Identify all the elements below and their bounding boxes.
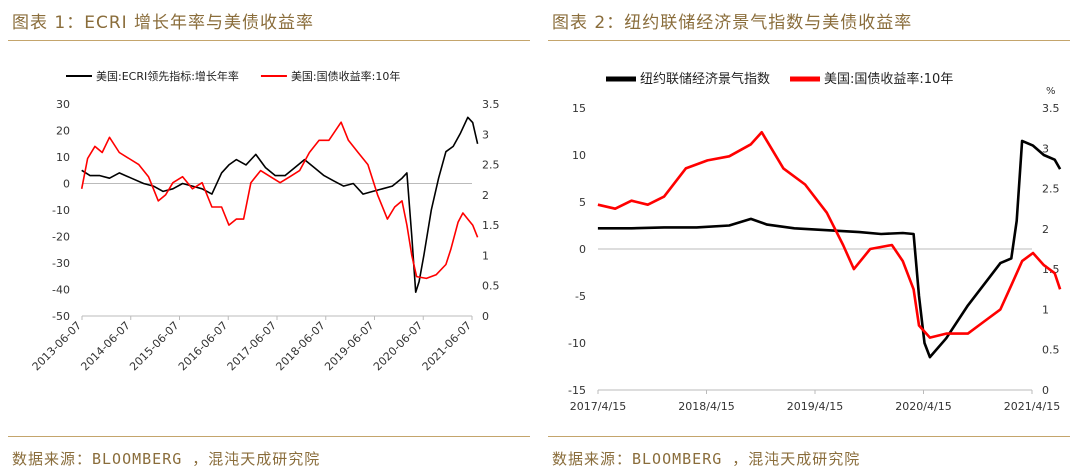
- x-tick-label: 2020-06-07: [371, 319, 425, 373]
- x-tick-label: 2018/4/15: [678, 400, 734, 413]
- x-tick-label: 2016-06-07: [176, 319, 230, 373]
- y-tick-label-left: 10: [572, 149, 586, 162]
- right-axis-unit: %: [1046, 86, 1056, 97]
- title-divider: [548, 40, 1070, 41]
- ecri-chart: 30 20 10 0 -10 -20 -30 -40 -50 3.5 3 2.5 2 1.5 1 0.5 0 20…: [30, 69, 500, 373]
- series-line-black: [597, 139, 1062, 359]
- y-tick-label-right: 2.5: [1042, 183, 1060, 196]
- y-tick-label-left: 20: [56, 125, 70, 138]
- y-tick-label-left: -40: [52, 284, 70, 297]
- chart-panel-2: 图表 2：纽约联储经济景气指数与美债收益率 15 10 5 0 -5 -10 -15 3.5 3…: [540, 0, 1080, 475]
- ny-fed-chart: 151050-5-10-153.532.521.510.50%2017/4/15…: [568, 71, 1062, 413]
- y-tick-label-left: -20: [52, 231, 70, 244]
- data-source: 数据来源：BLOOMBERG ，混沌天成研究院: [12, 450, 321, 468]
- y-tick-label-right: 1: [1042, 303, 1049, 316]
- x-tick-label: 2017-06-07: [225, 319, 279, 373]
- x-tick-label: 2019-06-07: [322, 319, 376, 373]
- y-tick-label-right: 3: [1042, 142, 1049, 155]
- y-tick-label-left: -10: [52, 204, 70, 217]
- y-tick-label-left: -30: [52, 257, 70, 270]
- x-tick-label: 2014-06-07: [78, 319, 132, 373]
- x-tick-label: 2013-06-07: [30, 319, 84, 373]
- legend-label: 美国:ECRI领先指标:增长年率: [96, 69, 239, 83]
- y-tick-label-right: 1.5: [482, 219, 500, 232]
- y-tick-label-left: -15: [568, 384, 586, 397]
- series-line-black: [81, 116, 479, 293]
- x-tick-label: 2017/4/15: [570, 400, 626, 413]
- chart-title: 图表 1：ECRI 增长年率与美债收益率: [12, 13, 315, 33]
- y-tick-label-right: 2: [482, 189, 489, 202]
- legend-label: 美国:国债收益率:10年: [824, 71, 953, 87]
- y-tick-label-right: 1: [482, 249, 489, 262]
- x-tick-label: 2021-06-07: [420, 319, 474, 373]
- chart-panel-1: 图表 1：ECRI 增长年率与美债收益率 30 20 10 0 -10 -20 -30 -40…: [8, 13, 530, 468]
- x-tick-label: 2020/4/15: [895, 400, 951, 413]
- y-tick-label-left: -10: [568, 337, 586, 350]
- source-divider: [8, 436, 530, 437]
- y-tick-label-left: 0: [579, 243, 586, 256]
- x-tick-label: 2015-06-07: [127, 319, 181, 373]
- y-tick-label-right: 0: [1042, 384, 1049, 397]
- x-tick-label: 2021/4/15: [1004, 400, 1060, 413]
- series-line-red: [597, 130, 1062, 339]
- x-tick-label: 2019/4/15: [787, 400, 843, 413]
- y-tick-label-right: 3.5: [482, 98, 500, 111]
- chart-title: 图表 2：纽约联储经济景气指数与美债收益率: [552, 13, 913, 33]
- y-tick-label-right: 0.5: [1042, 344, 1060, 357]
- y-tick-label-left: -5: [575, 290, 586, 303]
- legend-label: 美国:国债收益率:10年: [291, 69, 400, 83]
- y-tick-label-left: 5: [579, 196, 586, 209]
- y-tick-label-left: 15: [572, 102, 586, 115]
- series-line-red: [80, 121, 479, 280]
- y-tick-label-left: 0: [63, 178, 70, 191]
- legend-label: 纽约联储经济景气指数: [640, 71, 770, 87]
- y-tick-label-right: 0: [482, 310, 489, 323]
- y-tick-label-right: 3.5: [1042, 102, 1060, 115]
- y-tick-label-right: 2: [1042, 223, 1049, 236]
- y-tick-label-right: 3: [482, 128, 489, 141]
- y-tick-label-left: -50: [52, 310, 70, 323]
- y-tick-label-left: 10: [56, 151, 70, 164]
- source-divider: [548, 436, 1070, 437]
- y-tick-label-right: 0.5: [482, 280, 500, 293]
- x-tick-label: 2018-06-07: [273, 319, 327, 373]
- y-tick-label-right: 2.5: [482, 159, 500, 172]
- y-tick-label-left: 30: [56, 98, 70, 111]
- data-source: 数据来源：BLOOMBERG ，混沌天成研究院: [552, 450, 861, 468]
- title-divider: [8, 40, 530, 41]
